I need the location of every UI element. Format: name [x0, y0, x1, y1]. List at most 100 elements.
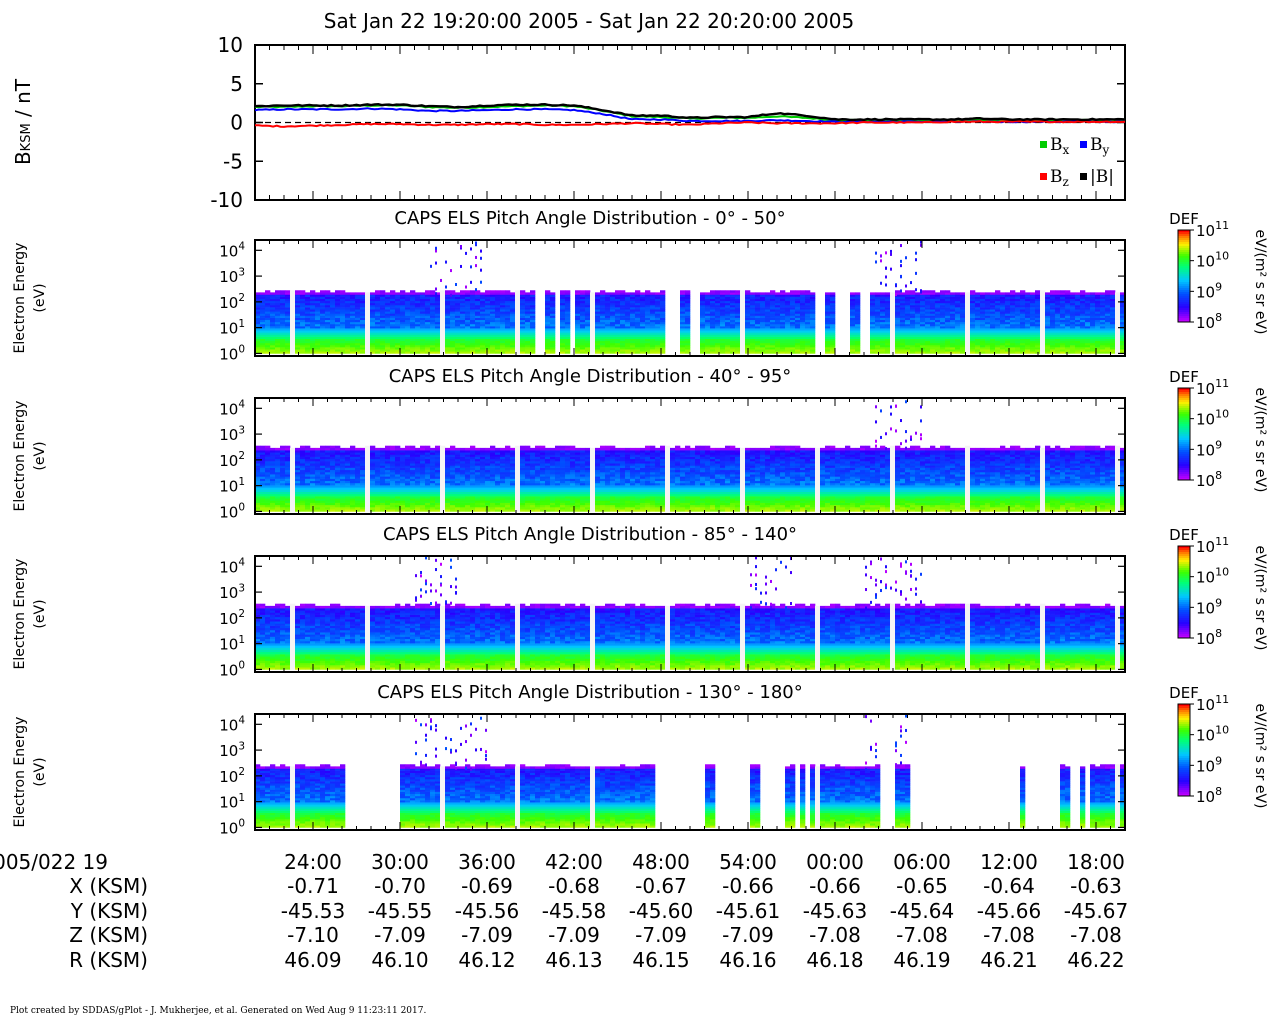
spectrogram-cell — [565, 349, 571, 352]
spectrogram-cell — [1035, 300, 1041, 304]
spectrogram-cell — [725, 309, 731, 312]
spectrogram-cell — [1040, 332, 1046, 335]
spectrogram-cell — [685, 328, 691, 331]
spectrogram-cell — [730, 332, 736, 335]
spectrogram-cell — [795, 345, 801, 348]
spectrogram-cell — [405, 309, 411, 312]
spectrogram-cell — [575, 323, 581, 327]
spectrogram-cell — [275, 334, 281, 337]
spectrogram-cell — [445, 342, 451, 346]
spectrogram-cell — [515, 321, 521, 325]
spectrogram-cell — [435, 351, 441, 354]
spectrogram-cell — [1085, 351, 1091, 354]
spectrogram-cell — [615, 309, 621, 312]
spectrogram-burst — [450, 269, 452, 273]
spectrogram-cell — [650, 296, 656, 299]
spectrogram-cell — [685, 342, 691, 346]
spectrogram-cell — [270, 340, 276, 344]
spectrogram-cell — [395, 298, 401, 302]
spectrogram-cell — [1045, 317, 1051, 321]
spectrogram-cell — [465, 309, 471, 312]
spectrogram-cell — [790, 336, 796, 339]
spectrogram-cell — [960, 321, 966, 325]
spectrogram-cell — [580, 311, 586, 314]
spectrogram-cell — [805, 321, 811, 325]
spectrogram-cell — [955, 330, 961, 333]
spectrogram-cell — [1065, 330, 1071, 333]
spectrogram-cell — [610, 347, 616, 350]
spectrogram-cell — [360, 315, 366, 318]
spectrogram-cell — [440, 321, 446, 325]
spectrogram-cell — [465, 321, 471, 325]
spectrogram-cell — [330, 292, 336, 295]
spectrogram-cell — [655, 317, 661, 321]
spectrogram-cell — [905, 309, 911, 312]
spectrogram-cell — [850, 345, 856, 348]
spectrogram-cell — [685, 313, 691, 316]
spectrogram-cell — [725, 340, 731, 344]
spectrogram-cell — [460, 349, 466, 352]
spectrogram-cell — [560, 298, 566, 302]
spectrogram-cell — [465, 349, 471, 352]
spectrogram-cell — [295, 338, 301, 342]
spectrogram-cell — [400, 300, 406, 304]
spectrogram-cell — [500, 290, 506, 293]
spectrogram-cell — [825, 307, 831, 310]
spectrogram-cell — [805, 338, 811, 342]
spectrogram-cell — [275, 321, 281, 325]
spectrogram-cell — [870, 342, 876, 346]
spectrogram-cell — [1005, 305, 1011, 308]
spectrogram-cell — [275, 340, 281, 344]
spectrogram-cell — [750, 315, 756, 318]
spectrogram-cell — [1070, 319, 1076, 323]
spectrogram-cell — [590, 334, 596, 337]
spectrogram-cell — [255, 323, 261, 327]
spectrogram-cell — [310, 305, 316, 308]
spectrogram-cell — [575, 345, 581, 348]
spectrogram-cell — [470, 321, 476, 325]
spectrogram-cell — [370, 315, 376, 318]
spectrogram-cell — [800, 351, 806, 354]
spectrogram-cell — [275, 330, 281, 333]
spectrogram-cell — [410, 338, 416, 342]
spectrogram-cell — [740, 347, 746, 350]
spectrogram-cell — [485, 307, 491, 310]
spectrogram-cell — [575, 334, 581, 337]
spectrogram-cell — [925, 338, 931, 342]
spectrogram-cell — [965, 349, 971, 352]
spectrogram-cell — [875, 292, 881, 295]
spectrogram-cell — [995, 315, 1001, 318]
spectrogram-cell — [625, 317, 631, 321]
spectrogram-cell — [725, 330, 731, 333]
spectrogram-burst — [915, 251, 917, 255]
spectrogram-cell — [975, 305, 981, 308]
spectrogram-cell — [370, 326, 376, 329]
spectrogram-cell — [930, 321, 936, 325]
spectrogram-cell — [305, 307, 311, 310]
spectrogram-cell — [920, 336, 926, 339]
spectrogram-cell — [1115, 294, 1121, 297]
spectrogram-cell — [610, 313, 616, 316]
spectrogram-cell — [490, 292, 496, 295]
spectrogram-cell — [355, 292, 361, 295]
spectrogram-cell — [1085, 321, 1091, 325]
spectrogram-cell — [475, 307, 481, 310]
spectrogram-cell — [975, 302, 981, 306]
spectrogram-cell — [650, 326, 656, 329]
spectrogram-cell — [525, 302, 531, 306]
spectrogram-cell — [735, 340, 741, 344]
spectrogram-cell — [1015, 319, 1021, 323]
spectrogram-cell — [265, 326, 271, 329]
spectrogram-cell — [750, 300, 756, 304]
spectrogram-cell — [275, 332, 281, 335]
spectrogram-cell — [955, 326, 961, 329]
spectrogram-cell — [280, 300, 286, 304]
spectrogram-cell — [760, 328, 766, 331]
spectrogram-cell — [790, 349, 796, 352]
spectrogram-cell — [635, 313, 641, 316]
spectrogram-cell — [415, 294, 421, 297]
spectrogram-cell — [295, 349, 301, 352]
spectrogram-cell — [1095, 351, 1101, 354]
spectrogram-cell — [730, 326, 736, 329]
spectrogram-cell — [750, 338, 756, 342]
